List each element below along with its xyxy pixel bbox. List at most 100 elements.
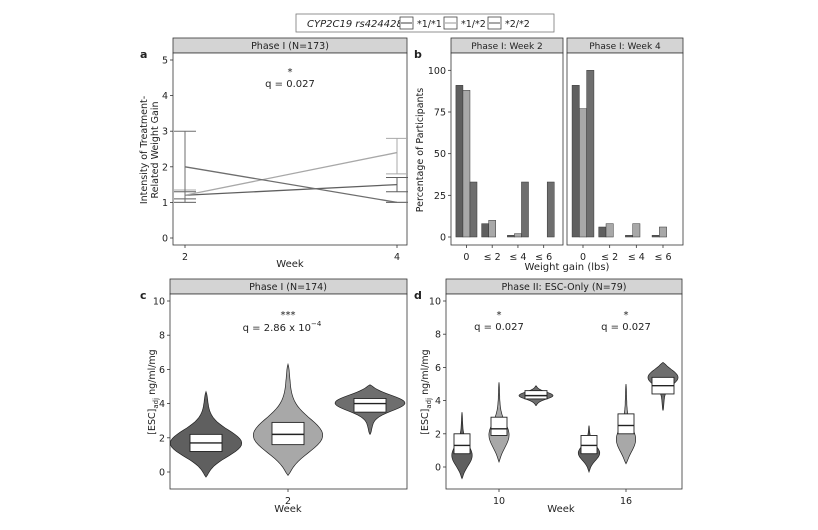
panel-a-annotation-star: * (288, 67, 293, 78)
line-g12 (184, 151, 398, 196)
panel-b-xtick-label: ≤ 6 (654, 252, 671, 263)
bar-g12 (632, 223, 641, 238)
panel-a-ytick-label: 3 (162, 127, 168, 138)
panel-c-ylabel-sub: adj (152, 398, 160, 409)
panel-b-xtick-label: ≤ 4 (628, 252, 645, 263)
panel-a-ytick-label: 5 (162, 56, 168, 67)
panel-b-ytick-label: 25 (434, 191, 446, 202)
bar-g12 (488, 220, 496, 238)
bar-g11 (651, 235, 660, 238)
panel-d-ylabel: [ESC]adj ng/ml/mg (420, 349, 433, 434)
panel-b-xtick-label: ≤ 4 (509, 252, 526, 263)
panel-c-ylabel: [ESC]adj ng/ml/mg (147, 349, 160, 434)
legend-label-g11: *1/*1 (417, 19, 442, 30)
panel-c-y-axis: 0 2 4 6 8 10 (153, 297, 170, 479)
panel-b-title-1: Phase I: Week 2 (471, 42, 543, 52)
panel-a-plot-area (172, 52, 408, 246)
panel-d-xlabel: Week (547, 504, 575, 515)
panel-b-ytick-label: 50 (434, 149, 446, 160)
panel-d-ytick-label: 8 (435, 330, 441, 341)
panel-b-xtick-label: 0 (580, 252, 586, 263)
panel-c-ylabel-main: [ESC] (147, 409, 158, 435)
bar-g12 (579, 108, 587, 238)
bar-g12 (659, 226, 667, 238)
panel-b-xtick-label: ≤ 2 (601, 252, 618, 263)
bar-g11 (625, 235, 633, 238)
legend-label-g22: *2/*2 (505, 19, 530, 30)
panel-c-annotation-q: q = 2.86 x 10−4 (243, 320, 322, 334)
line-g22 (184, 166, 398, 204)
bar-g22 (521, 181, 529, 238)
panel-b-ytick-label: 0 (440, 233, 446, 244)
panel-d-ytick-label: 6 (435, 363, 441, 374)
panel-c-xlabel: Week (274, 504, 302, 515)
panel-c-ytick-label: 2 (159, 433, 165, 444)
bar-g11 (598, 226, 607, 238)
panel-b-ytick-label: 100 (428, 66, 446, 77)
panel-b-ytick-label: 75 (434, 108, 446, 119)
panel-d-y-axis: 0 2 4 6 8 10 (429, 297, 446, 474)
panel-c: c Phase I (N=174) 0 2 4 6 8 10 2 *** q = 2.86… (140, 278, 408, 515)
panel-c-ylabel-unit: ng/ml/mg (147, 349, 158, 398)
panel-b-x-axis: 0 ≤ 2 ≤ 4 ≤ 6 0 ≤ 2 ≤ 4 ≤ 6 (463, 245, 672, 263)
box-g22 (524, 390, 548, 400)
panel-d-ytick-label: 10 (429, 297, 441, 308)
box-g12 (271, 421, 305, 446)
panel-b-xlabel: Weight gain (lbs) (525, 262, 610, 273)
legend: CYP2C19 rs4244285 *1/*1 *1/*2 *2/*2 (295, 13, 555, 33)
bar-g11 (507, 235, 515, 238)
panel-a-ylabel-line2: Related Weight Gain (150, 101, 161, 198)
panel-d-ylabel-unit: ng/ml/mg (420, 349, 431, 398)
panel-a-y-axis: 0 1 2 3 4 5 (162, 56, 173, 245)
panel-d-annotation-star-10: * (497, 310, 502, 321)
panel-c-annotation-q-main: q = 2.86 x 10 (243, 323, 311, 334)
panel-a-xlabel: Week (276, 259, 304, 270)
box-g11 (580, 435, 598, 455)
panel-b-xtick-label: ≤ 2 (484, 252, 501, 263)
panel-d-annotation-q-10: q = 0.027 (474, 322, 524, 333)
panel-c-ytick-label: 8 (159, 331, 165, 342)
panel-b-xtick-label: 0 (463, 252, 469, 263)
panel-b-y-axis: 0 25 50 75 100 (428, 66, 451, 244)
bar-g12 (514, 233, 522, 238)
panel-a-ytick-label: 4 (162, 91, 168, 102)
line-g11 (184, 183, 398, 196)
panel-a-ytick-label: 0 (162, 234, 168, 245)
panel-c-annotation-star: *** (281, 310, 296, 321)
panel-b: b Phase I: Week 2 Phase I: Week 4 0 25 50 7… (414, 37, 684, 273)
panel-c-ytick-label: 10 (153, 297, 165, 308)
panel-a-ytick-label: 1 (162, 198, 168, 209)
panel-d-annotation-star-16: * (624, 310, 629, 321)
panel-a-annotation-q: q = 0.027 (265, 79, 315, 90)
panel-d-violins (451, 361, 679, 480)
bar-g12 (605, 223, 614, 238)
panel-c-title: Phase I (N=174) (249, 282, 327, 293)
panel-d-plot-area (445, 293, 683, 490)
bar-g22 (546, 181, 555, 238)
panel-c-violins (169, 362, 406, 478)
panel-d-ytick-label: 4 (435, 396, 441, 407)
panel-d-xtick-label: 10 (493, 496, 505, 507)
panel-b-bars (455, 70, 667, 238)
panel-c-ytick-label: 0 (159, 468, 165, 479)
panel-b-xtick-label: ≤ 6 (535, 252, 552, 263)
panel-c-xtick-label: 2 (285, 496, 291, 507)
bar-g11 (481, 223, 489, 238)
legend-label-g12: *1/*2 (461, 19, 486, 30)
panel-c-annotation-q-exp: −4 (311, 320, 322, 328)
panel-d-x-axis: 10 16 (493, 489, 632, 507)
panel-b-ylabel: Percentage of Participants (415, 88, 426, 212)
panel-d-title: Phase II: ESC-Only (N=79) (502, 282, 627, 293)
panel-b-title-2: Phase I: Week 4 (589, 42, 661, 52)
panel-letter-a: a (140, 48, 147, 61)
box-g12 (617, 413, 635, 435)
panel-d-ytick-label: 2 (435, 429, 441, 440)
panel-c-ytick-label: 6 (159, 365, 165, 376)
panel-a-ylabel-line1: Intensity of Treatment- (139, 96, 150, 204)
box-g12 (490, 416, 508, 436)
panel-letter-c: c (140, 289, 147, 302)
bar-g22 (586, 70, 595, 238)
